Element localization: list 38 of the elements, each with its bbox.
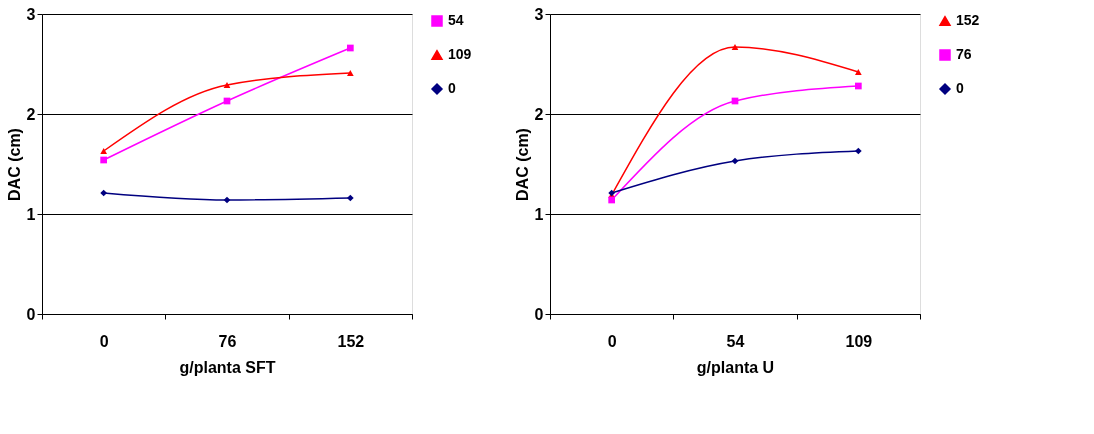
x-tick-label: 0	[99, 332, 109, 350]
y-tick-label: 3	[26, 5, 36, 23]
y-tick-label: 0	[26, 305, 36, 323]
x-tick-label: 54	[726, 332, 745, 350]
point	[854, 82, 862, 90]
legend-label: 54	[448, 12, 464, 28]
point	[100, 148, 108, 154]
y-tick-label: 3	[534, 5, 544, 23]
legend-label: 76	[956, 46, 972, 62]
y-tick-label: 2	[534, 105, 544, 123]
y-tick-label: 1	[26, 205, 36, 223]
point	[223, 196, 231, 204]
legend-label: 0	[956, 80, 964, 96]
y-tick-label: 2	[26, 105, 36, 123]
point	[346, 194, 354, 202]
y-tick-label: 1	[534, 205, 544, 223]
x-axis-title: g/planta SFT	[179, 358, 276, 376]
x-axis-title: g/planta U	[696, 358, 775, 376]
point	[223, 82, 231, 88]
legend-label: 109	[448, 46, 472, 62]
x-tick-label: 76	[218, 332, 237, 350]
y-axis-title: DAC (cm)	[5, 128, 23, 201]
point	[346, 70, 354, 76]
x-tick-label: 152	[337, 332, 365, 350]
x-tick-label: 0	[607, 332, 617, 350]
legend-label: 0	[448, 80, 456, 96]
x-tick-label: 109	[845, 332, 873, 350]
point	[346, 44, 354, 52]
point	[731, 157, 739, 165]
y-axis-title: DAC (cm)	[513, 128, 531, 201]
point	[100, 189, 108, 197]
legend-label: 152	[956, 12, 980, 28]
point	[854, 147, 862, 155]
point	[854, 69, 862, 75]
point	[731, 44, 739, 50]
point	[608, 196, 616, 204]
y-tick-label: 0	[534, 305, 544, 323]
point	[100, 156, 108, 164]
